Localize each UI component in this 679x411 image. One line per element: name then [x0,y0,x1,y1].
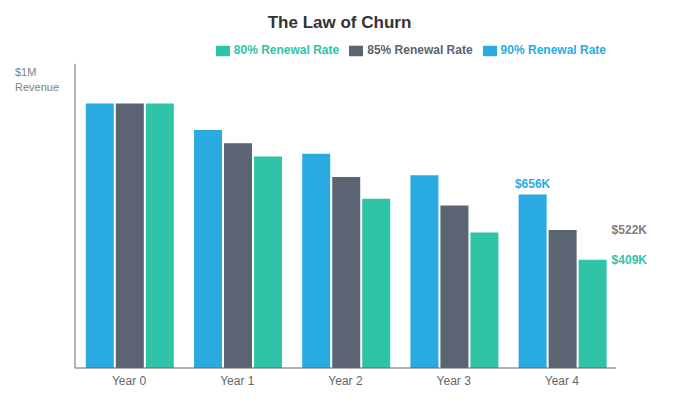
svg-text:$656K: $656K [515,177,551,191]
html-text:The Law of Churn: The Law of Churn [267,13,412,32]
html-text:90% Renewal Rate: 90% Renewal Rate [500,43,606,57]
svg-text:$1MRevenue: $1MRevenue [15,66,59,93]
svg-text:Year 0: Year 0 [112,374,147,388]
svg-text:Year 4: Year 4 [545,374,580,388]
svg-text:Year 1: Year 1 [220,374,255,388]
svg-text:$522K: $522K [612,223,648,237]
svg-text:$409K: $409K [612,253,648,267]
html-text:85% Renewal Rate: 85% Renewal Rate [367,43,473,57]
svg-text:Year 3: Year 3 [437,374,472,388]
svg-text:Year 2: Year 2 [328,374,363,388]
html-text:80% Renewal Rate: 80% Renewal Rate [233,43,340,57]
